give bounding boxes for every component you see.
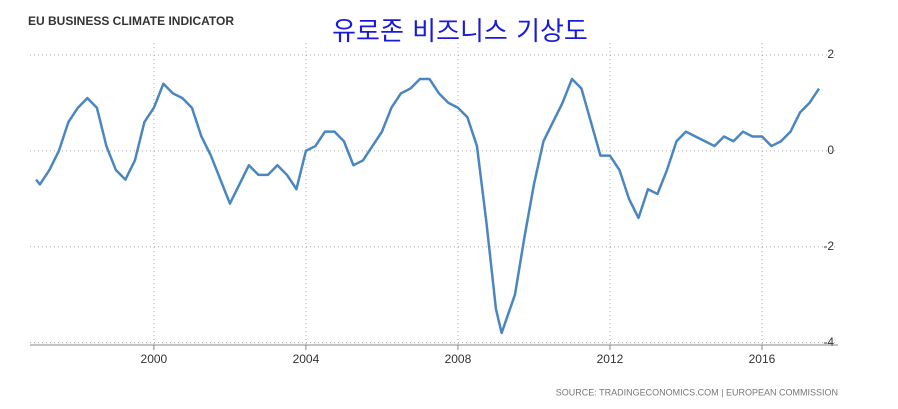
x-tick-label: 2004	[293, 352, 320, 366]
source-note: SOURCE: TRADINGECONOMICS.COM | EUROPEAN …	[556, 387, 838, 397]
x-tick-label: 2000	[141, 352, 168, 366]
x-tick-label: 2012	[597, 352, 624, 366]
chart-subtitle: 유로존 비즈니스 기상도	[332, 17, 588, 47]
y-tick-label: -2	[823, 239, 834, 253]
x-tick-label: 2008	[445, 352, 472, 366]
x-tick-label: 2016	[749, 352, 776, 366]
data-line	[35, 77, 821, 335]
y-tick-label: 0	[827, 143, 834, 157]
y-tick-label: 2	[827, 47, 834, 61]
chart-title: EU BUSINESS CLIMATE INDICATOR	[28, 14, 234, 28]
y-tick-label: -4	[823, 335, 834, 349]
